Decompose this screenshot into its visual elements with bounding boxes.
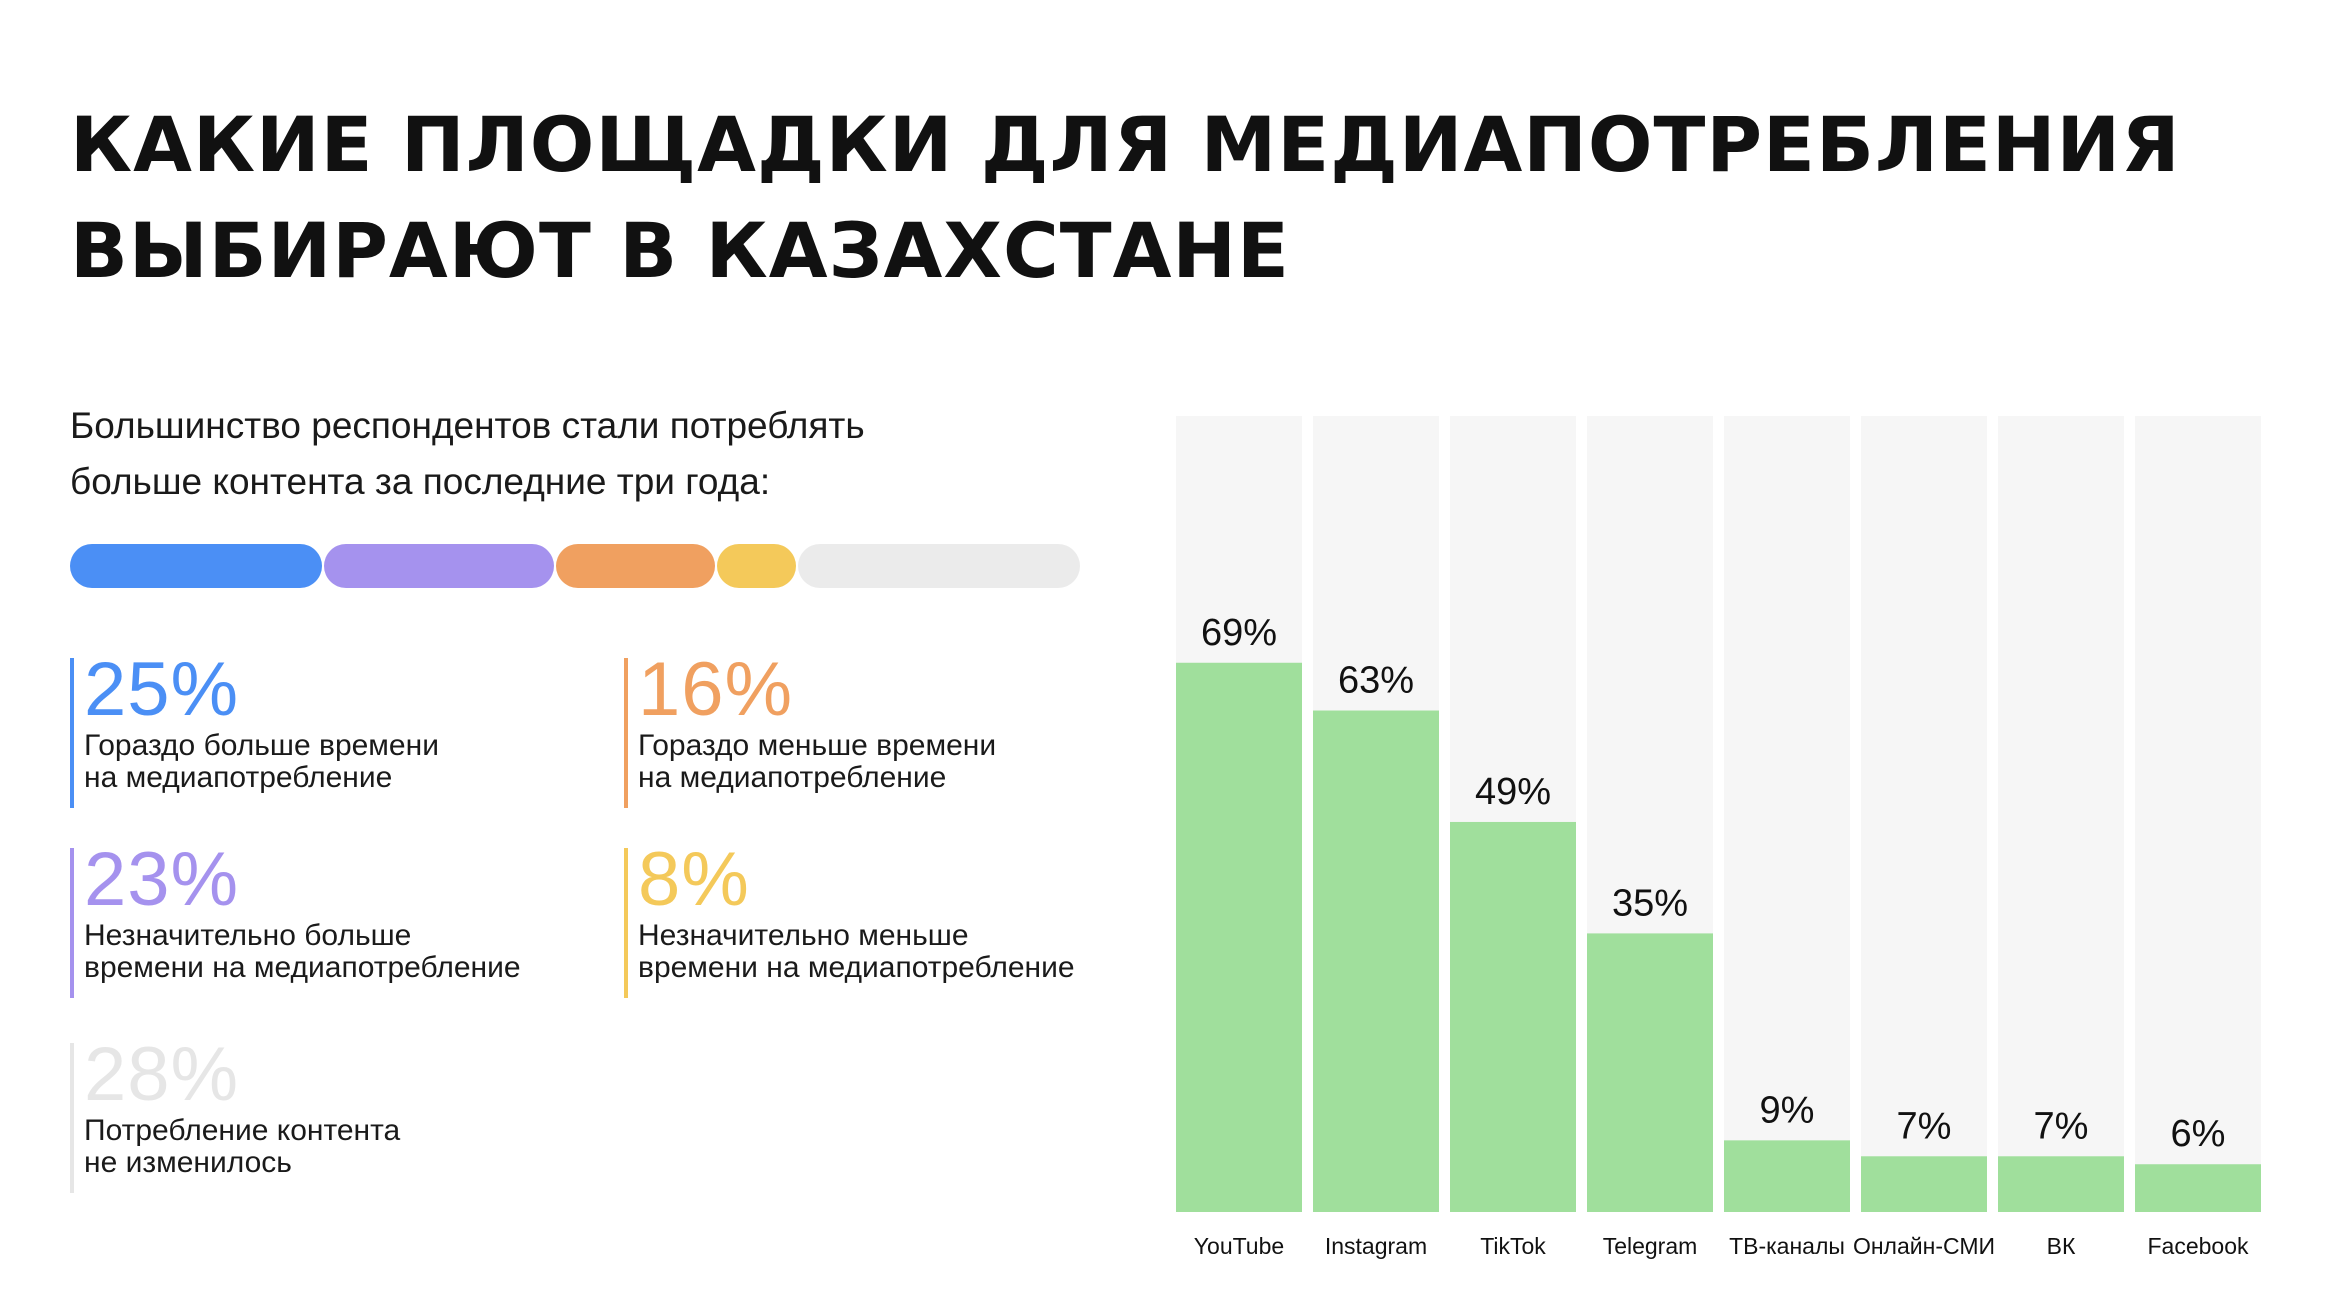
platform-bar-chart: 69% YouTube 63% Instagram 49% TikTok 35% Telegr… [1176, 416, 2272, 1276]
x-tick-label: TikTok [1480, 1233, 1546, 1259]
bar-value-label: 7% [2034, 1105, 2089, 1147]
stat-accent-rule [624, 848, 628, 998]
bar-track [2135, 416, 2261, 1212]
stat-label-line-2: не изменилось [84, 1146, 292, 1179]
stat-label-line-2: времени на медиапотребление [84, 951, 521, 984]
lead-text: Большинство респондентов стали потреблят… [70, 398, 1120, 510]
stat-percent: 16% [638, 647, 794, 732]
x-tick-label: ТВ-каналы [1729, 1233, 1845, 1259]
bar-track [1724, 416, 1850, 1212]
stat-accent-rule [70, 1043, 74, 1193]
stat-label-line-2: на медиапотребление [638, 761, 947, 794]
x-tick-label: Facebook [2147, 1233, 2249, 1259]
stat-percent: 28% [84, 1032, 240, 1117]
x-tick-label: ВК [2047, 1233, 2076, 1259]
stacked-bar-segment [798, 544, 1080, 588]
lead-text-line-1: Большинство респондентов стали потреблят… [70, 405, 865, 446]
stat-accent-rule [624, 658, 628, 808]
stat-much-less: 16% Гораздо меньше времени на медиапотре… [624, 647, 1158, 808]
bar-value-label: 9% [1760, 1089, 1815, 1131]
stacked-progress-bar [70, 544, 1080, 588]
bar-value-label: 6% [2171, 1113, 2226, 1155]
page-title: КАКИЕ ПЛОЩАДКИ ДЛЯ МЕДИАПОТРЕБЛЕНИЯ ВЫБИ… [70, 92, 2181, 304]
bar-track [1998, 416, 2124, 1212]
x-tick-label: Онлайн-СМИ [1853, 1233, 1995, 1259]
stat-percent: 8% [638, 837, 750, 922]
bar-Facebook [2135, 1164, 2261, 1212]
stat-label-line-1: Незначительно больше [84, 919, 412, 952]
x-tick-label: Telegram [1603, 1233, 1698, 1259]
bar-ТВ-каналы [1724, 1140, 1850, 1212]
stat-much-more: 25% Гораздо больше времени на медиапотре… [70, 647, 604, 808]
bar-track [1861, 416, 1987, 1212]
page-title-line-1: КАКИЕ ПЛОЩАДКИ ДЛЯ МЕДИАПОТРЕБЛЕНИЯ [70, 100, 2181, 189]
stacked-bar-segment [323, 544, 554, 588]
bar-chart-svg: 69% YouTube 63% Instagram 49% TikTok 35% Telegr… [1176, 416, 2261, 1259]
stat-percent: 25% [84, 647, 240, 732]
bar-YouTube [1176, 662, 1302, 1212]
bar-value-label: 49% [1475, 771, 1551, 813]
stat-label-line-1: Потребление контента [84, 1114, 401, 1147]
x-tick-label: YouTube [1194, 1233, 1284, 1259]
x-tick-label: Instagram [1325, 1233, 1427, 1259]
stat-label-line-2: на медиапотребление [84, 761, 393, 794]
stat-slightly-less: 8% Незначительно меньше времени на медиа… [624, 837, 1158, 998]
bar-ВК [1998, 1156, 2124, 1212]
bar-value-label: 63% [1338, 660, 1414, 702]
bar-value-label: 35% [1612, 882, 1688, 924]
stacked-bar-segment [555, 544, 716, 588]
lead-text-line-2: больше контента за последние три года: [70, 461, 771, 502]
bar-Telegram [1587, 933, 1713, 1212]
bar-Instagram [1313, 710, 1439, 1212]
stat-slightly-more: 23% Незначительно больше времени на меди… [70, 837, 604, 998]
stat-label-line-1: Незначительно меньше [638, 919, 969, 952]
stat-label-line-1: Гораздо меньше времени [638, 729, 997, 762]
bar-value-label: 7% [1897, 1105, 1952, 1147]
bar-value-label: 69% [1201, 612, 1277, 654]
stat-accent-rule [70, 658, 74, 808]
page-title-line-2: ВЫБИРАЮТ В КАЗАХСТАНЕ [70, 206, 1290, 295]
stat-accent-rule [70, 848, 74, 998]
stat-label-line-1: Гораздо больше времени [84, 729, 439, 762]
stacked-bar-segment [70, 544, 322, 588]
stat-percent: 23% [84, 837, 240, 922]
stat-label-line-2: времени на медиапотребление [638, 951, 1075, 984]
stacked-bar-segment [717, 544, 797, 588]
bar-Онлайн-СМИ [1861, 1156, 1987, 1212]
bar-TikTok [1450, 821, 1576, 1212]
stat-unchanged: 28% Потребление контента не изменилось [70, 1032, 604, 1193]
